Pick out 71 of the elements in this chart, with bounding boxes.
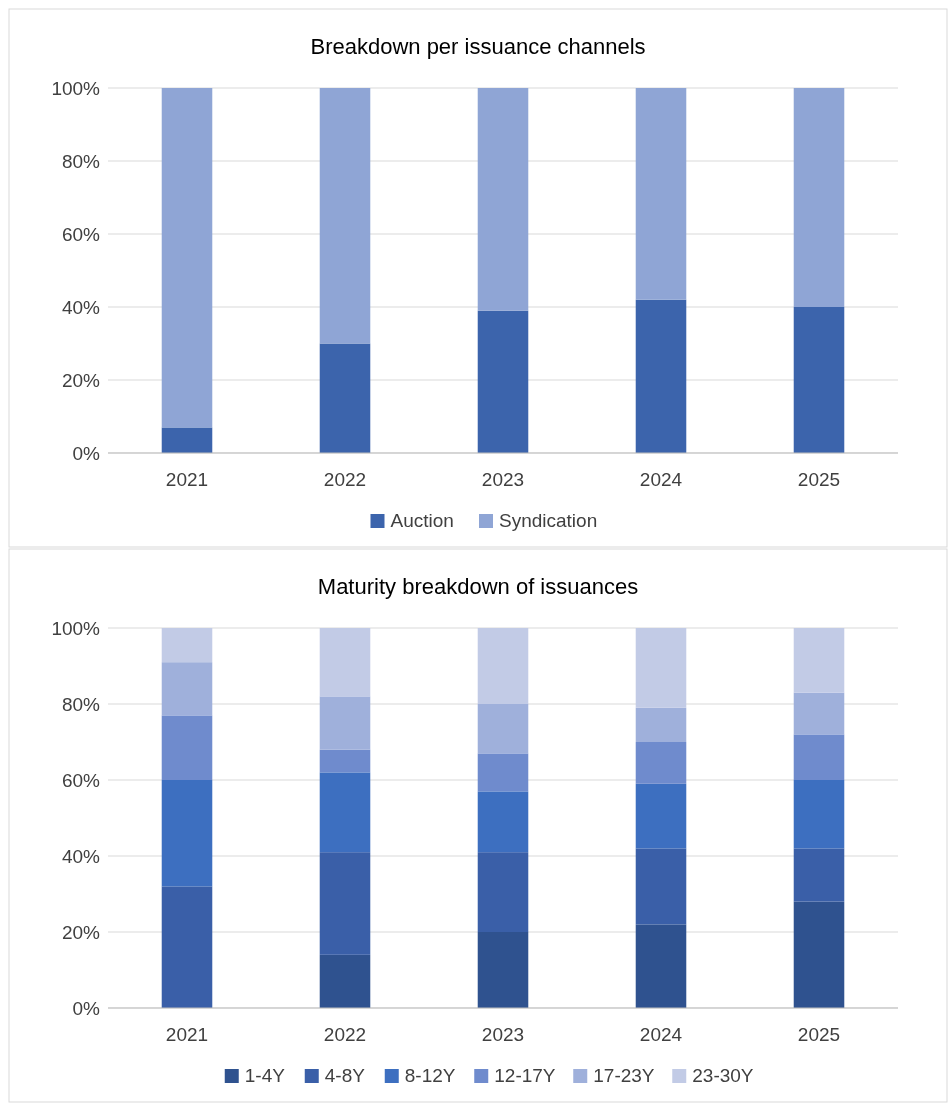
bar	[635, 924, 687, 1008]
x-tick-label: 2022	[323, 469, 367, 490]
x-tick-label: 2025	[797, 1024, 841, 1045]
legend-label: 23-30Y	[692, 1065, 754, 1086]
y-tick-label: 20%	[61, 369, 101, 391]
bar	[635, 628, 687, 708]
bar	[477, 791, 529, 853]
legend-label: Syndication	[499, 510, 598, 531]
bar	[319, 954, 371, 1008]
bar	[161, 628, 213, 663]
bar	[319, 88, 371, 344]
bar	[477, 628, 529, 704]
bar	[477, 852, 529, 932]
bar	[319, 772, 371, 853]
x-tick-label: 2023	[481, 1024, 525, 1045]
y-tick-label: 80%	[61, 150, 101, 172]
bar	[793, 307, 845, 453]
y-tick-label: 60%	[61, 769, 101, 791]
y-tick-label: 60%	[61, 223, 101, 245]
bar	[635, 88, 687, 300]
bar	[477, 932, 529, 1008]
legend-label: 4-8Y	[324, 1065, 366, 1086]
y-tick-label: 40%	[61, 845, 101, 867]
y-tick-label: 0%	[72, 442, 101, 464]
bar	[319, 628, 371, 697]
bar	[319, 749, 371, 773]
chart-title: Maturity breakdown of issuances	[317, 574, 639, 599]
y-tick-label: 100%	[51, 77, 101, 99]
bar	[635, 783, 687, 849]
legend-label: 12-17Y	[494, 1065, 556, 1086]
legend-label: 17-23Y	[593, 1065, 655, 1086]
bar	[635, 299, 687, 453]
y-tick-label: 100%	[51, 617, 101, 639]
bar	[477, 310, 529, 453]
y-tick-label: 0%	[72, 997, 101, 1019]
y-tick-label: 40%	[61, 296, 101, 318]
x-tick-label: 2025	[797, 469, 841, 490]
bar	[793, 848, 845, 902]
x-tick-label: 2023	[481, 469, 525, 490]
bar	[635, 707, 687, 742]
bar	[793, 692, 845, 735]
bar	[161, 662, 213, 716]
bar	[161, 427, 213, 453]
bar	[319, 343, 371, 453]
y-tick-label: 80%	[61, 693, 101, 715]
bar	[161, 88, 213, 428]
chart-title: Breakdown per issuance channels	[310, 34, 646, 59]
x-tick-label: 2021	[165, 1024, 209, 1045]
bar	[477, 704, 529, 754]
bar	[793, 901, 845, 1008]
x-tick-label: 2024	[639, 469, 683, 490]
legend-label: Auction	[390, 510, 454, 531]
bar	[161, 715, 213, 780]
x-tick-label: 2022	[323, 1024, 367, 1045]
bar	[477, 753, 529, 792]
bar	[793, 734, 845, 780]
bar	[319, 696, 371, 750]
bar	[793, 88, 845, 307]
bar	[793, 780, 845, 849]
legend-label: 1-4Y	[244, 1065, 286, 1086]
bar	[161, 780, 213, 887]
bar	[477, 88, 529, 311]
bar	[635, 848, 687, 925]
bar	[635, 742, 687, 784]
bar	[319, 852, 371, 955]
bar	[793, 628, 845, 693]
bar	[161, 886, 213, 1008]
y-tick-label: 20%	[61, 921, 101, 943]
x-tick-label: 2024	[639, 1024, 683, 1045]
x-tick-label: 2021	[165, 469, 209, 490]
legend-label: 8-12Y	[404, 1065, 456, 1086]
